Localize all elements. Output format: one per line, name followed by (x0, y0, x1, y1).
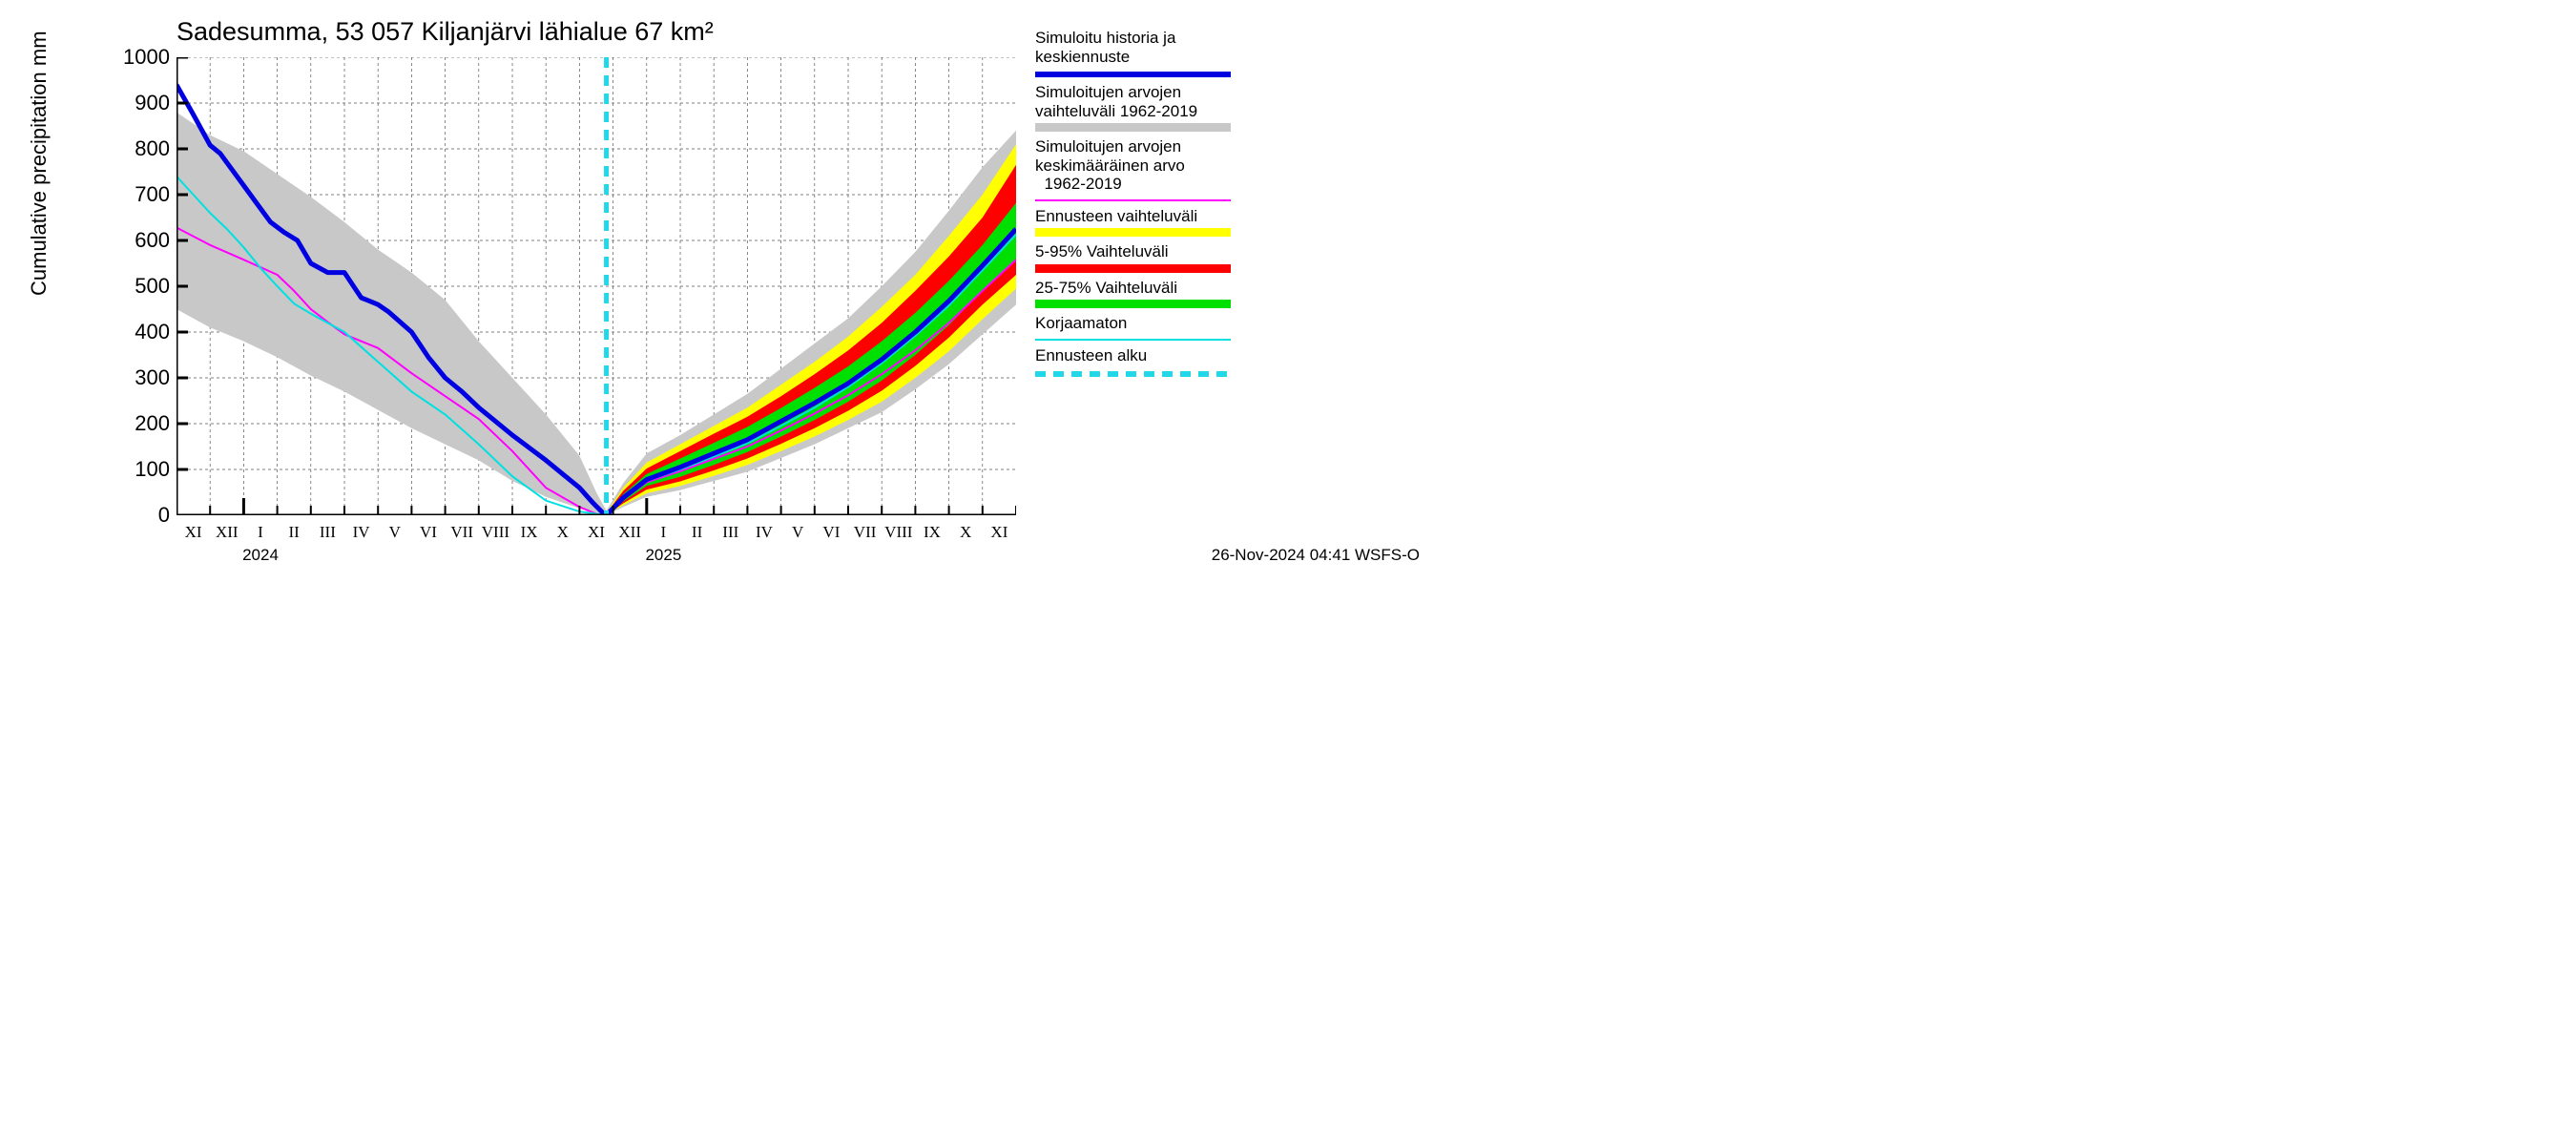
x-year-label: 2025 (645, 546, 681, 565)
legend-entry: 25-75% Vaihteluväli (1035, 279, 1417, 309)
x-tick-label: I (258, 523, 263, 542)
legend: Simuloitu historia jakeskiennuste Simuloi… (1035, 29, 1417, 383)
legend-label: 5-95% Vaihteluväli (1035, 242, 1236, 261)
legend-line (1035, 72, 1231, 77)
chart-title: Sadesumma, 53 057 Kiljanjärvi lähialue 6… (177, 17, 714, 47)
y-tick-label: 1000 (123, 45, 170, 70)
legend-label: Ennusteen vaihteluväli (1035, 207, 1236, 226)
legend-label: Simuloitujen arvojenvaihteluväli 1962-20… (1035, 83, 1236, 120)
chart-container: Sadesumma, 53 057 Kiljanjärvi lähialue 6… (0, 0, 1431, 572)
x-tick-label: IX (521, 523, 538, 542)
x-tick-label: XII (216, 523, 239, 542)
footer-timestamp: 26-Nov-2024 04:41 WSFS-O (1212, 546, 1420, 565)
legend-label: Ennusteen alku (1035, 346, 1236, 365)
x-tick-label: II (692, 523, 702, 542)
y-tick-label: 900 (135, 91, 170, 115)
x-tick-label: XI (588, 523, 605, 542)
x-tick-label: II (289, 523, 300, 542)
x-tick-label: VI (420, 523, 437, 542)
legend-entry: Korjaamaton (1035, 314, 1417, 341)
legend-entry: 5-95% Vaihteluväli (1035, 242, 1417, 273)
x-tick-label: XI (185, 523, 202, 542)
x-tick-label: VIII (884, 523, 912, 542)
y-tick-label: 100 (135, 457, 170, 482)
legend-entry: Ennusteen alku (1035, 346, 1417, 377)
x-tick-label: IV (756, 523, 773, 542)
x-tick-label: III (722, 523, 738, 542)
x-tick-label: X (557, 523, 569, 542)
legend-swatch (1035, 123, 1231, 132)
plot-area (177, 57, 1016, 515)
legend-entry: Simuloitujen arvojenvaihteluväli 1962-20… (1035, 83, 1417, 132)
y-tick-label: 600 (135, 228, 170, 253)
legend-dash (1035, 371, 1231, 377)
legend-entry: Simuloitu historia jakeskiennuste (1035, 29, 1417, 77)
x-tick-label: V (389, 523, 401, 542)
y-tick-label: 0 (158, 503, 170, 528)
x-tick-label: IX (924, 523, 941, 542)
legend-label: Korjaamaton (1035, 314, 1236, 333)
legend-swatch (1035, 264, 1231, 273)
legend-line (1035, 339, 1231, 341)
x-year-label: 2024 (242, 546, 279, 565)
legend-swatch (1035, 228, 1231, 237)
x-tick-label: VII (854, 523, 877, 542)
legend-line (1035, 199, 1231, 201)
y-tick-label: 300 (135, 365, 170, 390)
x-tick-label: VIII (482, 523, 509, 542)
y-tick-label: 400 (135, 320, 170, 344)
y-tick-label: 500 (135, 274, 170, 299)
x-tick-label: XII (618, 523, 641, 542)
x-tick-label: XI (990, 523, 1008, 542)
x-tick-label: I (661, 523, 667, 542)
y-axis-label: Cumulative precipitation mm (27, 31, 52, 296)
y-tick-label: 800 (135, 136, 170, 161)
y-tick-label: 200 (135, 411, 170, 436)
x-tick-label: VI (822, 523, 840, 542)
x-tick-label: VII (450, 523, 473, 542)
x-tick-label: III (320, 523, 336, 542)
legend-label: Simuloitu historia jakeskiennuste (1035, 29, 1236, 66)
y-tick-label: 700 (135, 182, 170, 207)
legend-label: Simuloitujen arvojenkeskimääräinen arvo … (1035, 137, 1236, 194)
x-tick-label: V (792, 523, 803, 542)
x-tick-label: X (960, 523, 971, 542)
legend-swatch (1035, 300, 1231, 308)
legend-entry: Ennusteen vaihteluväli (1035, 207, 1417, 238)
legend-label: 25-75% Vaihteluväli (1035, 279, 1236, 298)
legend-entry: Simuloitujen arvojenkeskimääräinen arvo … (1035, 137, 1417, 201)
x-tick-label: IV (353, 523, 370, 542)
